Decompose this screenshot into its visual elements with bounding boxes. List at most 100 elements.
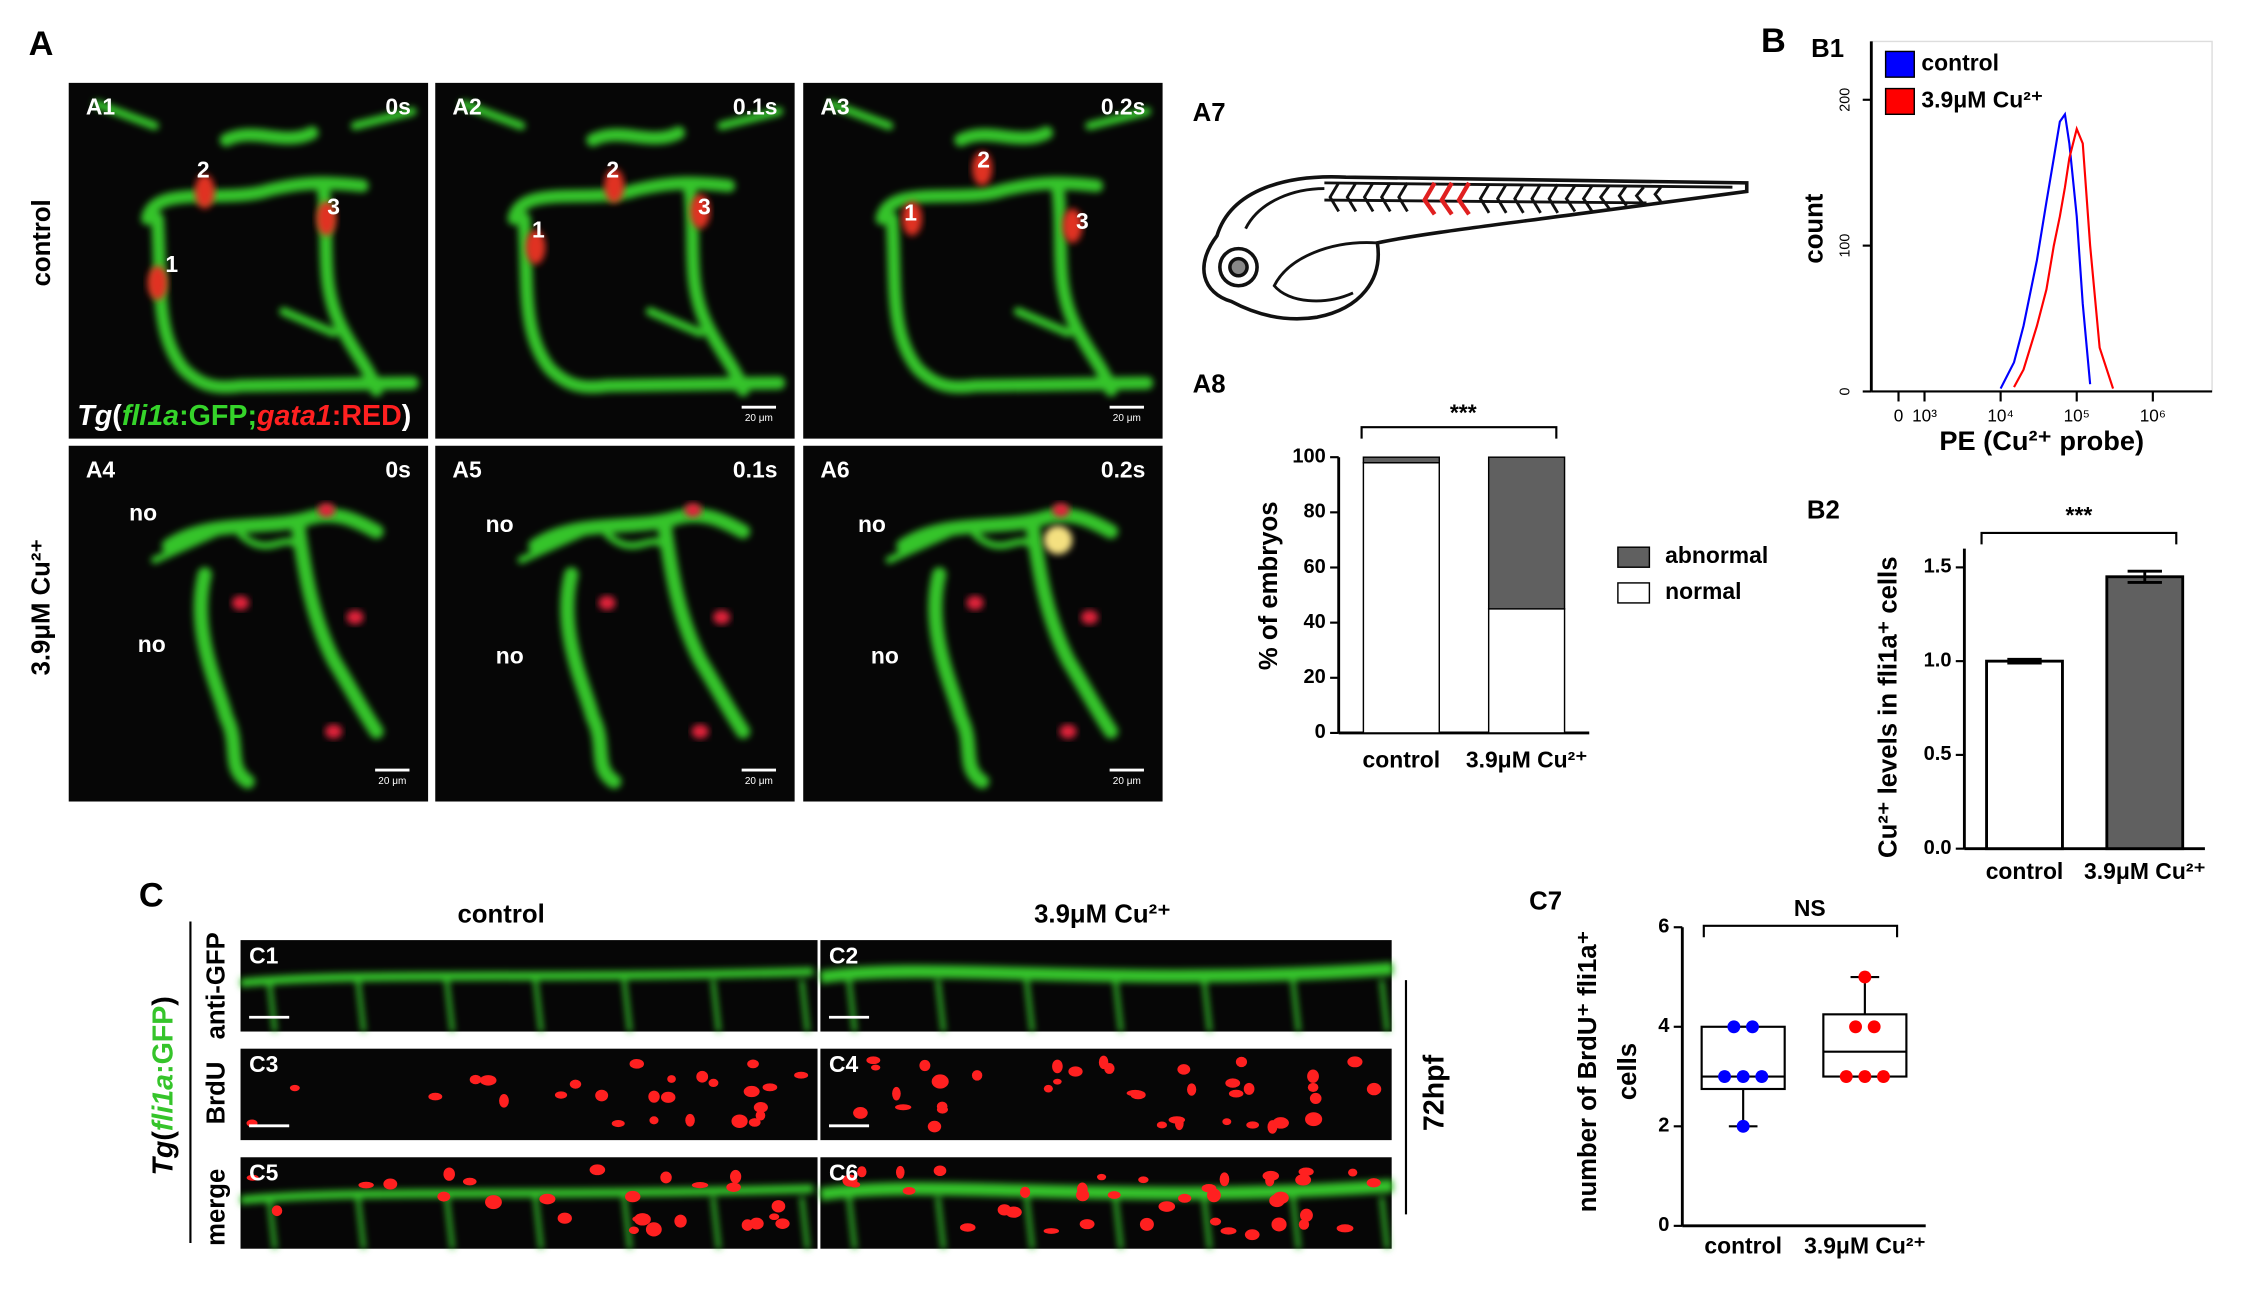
y-tick-label: 0	[1837, 387, 1853, 395]
tile-label: A6	[820, 457, 849, 483]
panel-label: A7	[1193, 99, 1226, 127]
brdu-cell	[589, 1164, 606, 1176]
brdu-cell	[1005, 1206, 1022, 1218]
tile-label: A1	[86, 94, 116, 120]
vessel	[819, 962, 1394, 984]
red-cell	[316, 201, 337, 236]
panel-label: C7	[1529, 888, 1562, 916]
scale-bar-label: 20 μm	[745, 776, 773, 787]
brdu-cell	[1053, 1078, 1062, 1085]
microscopy-image: C1	[240, 940, 818, 1032]
significance-label: ***	[1450, 399, 1477, 425]
brdu-cell	[1300, 1208, 1313, 1222]
vessel	[1024, 979, 1035, 1032]
data-point	[1839, 1070, 1853, 1083]
vessel	[444, 1197, 455, 1249]
brdu-cell	[1269, 1194, 1285, 1208]
time-label: 0s	[385, 94, 410, 120]
brdu-cell	[428, 1092, 443, 1101]
transgene-part: :RED	[332, 400, 402, 432]
data-point	[1877, 1070, 1890, 1083]
brdu-cell	[437, 1191, 451, 1202]
time-label: 0s	[385, 457, 410, 483]
vessel	[846, 979, 857, 1032]
vessel	[1290, 1197, 1301, 1249]
vessel	[846, 1197, 857, 1249]
vessel	[710, 979, 721, 1032]
brdu-cell	[685, 1113, 695, 1127]
brdu-cell	[1043, 1228, 1060, 1234]
cell-mark: 1	[904, 199, 917, 225]
microscopy-image: C5	[240, 1157, 818, 1249]
vessel	[93, 100, 417, 338]
brdu-cell	[660, 1091, 676, 1103]
brdu-cell	[569, 1079, 582, 1089]
y-tick-label: 100	[1837, 234, 1853, 258]
brdu-cell	[1219, 1172, 1230, 1187]
red-cell	[1059, 724, 1077, 739]
y-axis-label: % of embryos	[1255, 501, 1283, 670]
data-point	[1858, 1070, 1872, 1083]
brdu-cell	[748, 1118, 761, 1127]
brdu-cell	[1019, 1186, 1031, 1198]
brdu-cell	[1209, 1217, 1222, 1226]
transgene-label: Tg(fli1a:GFP;gata1:RED)	[77, 400, 411, 432]
transgene-part: Tg	[147, 1141, 179, 1176]
brdu-cell	[726, 1182, 741, 1192]
panel-label: B	[1761, 22, 1786, 60]
tile-label: C3	[249, 1051, 278, 1077]
vessels	[819, 962, 1394, 1032]
brdu-cell	[849, 1181, 861, 1188]
vessel	[799, 1197, 810, 1249]
column-label: 3.9μM Cu²⁺	[1034, 901, 1171, 929]
brdu-cell	[1201, 1184, 1217, 1193]
brdu-cell	[289, 1084, 300, 1092]
red-cell	[147, 265, 168, 301]
brdu-cell	[1246, 1121, 1260, 1129]
brdu-cell	[1177, 1064, 1191, 1075]
time-label: 0.2s	[1101, 94, 1146, 120]
tile-label: C2	[829, 942, 858, 968]
brdu-cell	[931, 1074, 949, 1089]
image-background	[68, 445, 429, 802]
transgene-part: (	[147, 1131, 179, 1141]
brdu-cell	[557, 1212, 572, 1224]
vessel	[875, 126, 1154, 397]
vessel	[528, 508, 751, 789]
red-cell	[690, 194, 711, 229]
transgene-label: Tg(fli1a:GFP)	[147, 996, 179, 1175]
tile-label: C4	[829, 1051, 859, 1077]
brdu-cell	[1126, 1089, 1144, 1097]
brdu-cell	[383, 1178, 398, 1190]
row-label: merge	[202, 1169, 230, 1246]
microscopy-image: C6	[819, 1157, 1394, 1249]
vessels	[240, 1184, 814, 1249]
red-cell	[972, 151, 993, 186]
vessel	[240, 967, 814, 988]
red-cell	[346, 610, 364, 625]
image-background	[240, 1048, 818, 1141]
y-tick-label: 1.0	[1924, 649, 1952, 671]
panel-label: A8	[1193, 371, 1226, 399]
vessel	[1290, 979, 1301, 1032]
cell-mark: no	[858, 511, 886, 537]
vessel	[1379, 1197, 1390, 1249]
transgene-part: (	[112, 400, 122, 432]
y-tick-label: 6	[1658, 916, 1669, 938]
brdu-cell	[1043, 1084, 1053, 1093]
vessels	[517, 508, 751, 789]
vessels	[827, 100, 1154, 397]
red-cell	[231, 595, 250, 611]
brdu-cell	[674, 1214, 687, 1228]
error-bar	[2127, 569, 2162, 584]
red-cell	[1052, 502, 1070, 518]
brdu-cell	[649, 1116, 659, 1125]
significance-label: NS	[1794, 895, 1826, 921]
brdu-cell	[769, 1213, 780, 1221]
scale-bar-label: 20 μm	[1113, 413, 1141, 424]
x-tick-label: 0	[1894, 406, 1904, 426]
y-tick-label: 1.5	[1924, 556, 1952, 578]
transgene-part: :GFP	[147, 1006, 179, 1074]
cell-mark: 1	[532, 217, 545, 243]
